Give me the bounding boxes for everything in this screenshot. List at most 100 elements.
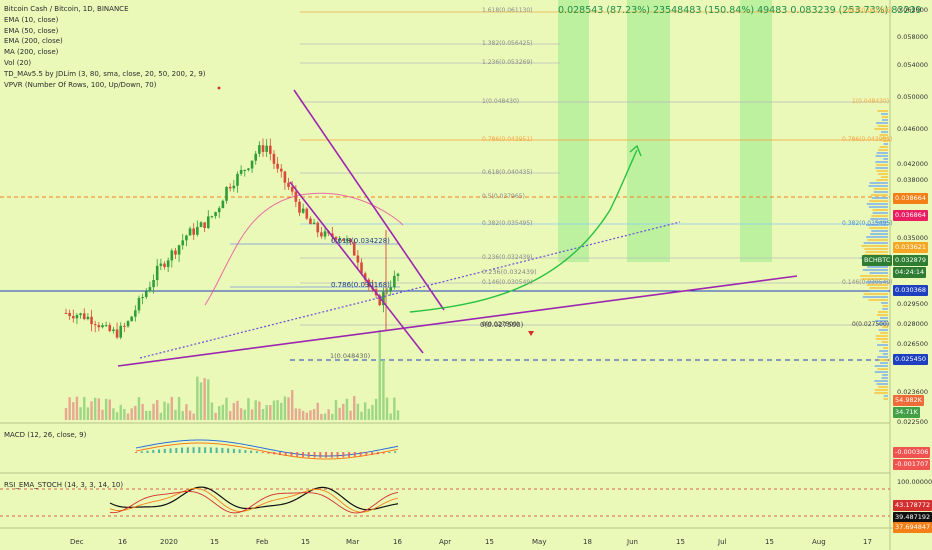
price-tick: 0.028000	[897, 320, 929, 328]
volume-profile-row	[881, 302, 888, 304]
volume-bar	[152, 403, 155, 420]
fib-mid-0: 0(0.027500)	[480, 321, 524, 329]
indicator-td-ma[interactable]: TD_MAv5.5 by JDLim (3, 80, sma, close, 2…	[4, 69, 206, 78]
indicator-vpvr[interactable]: VPVR (Number Of Rows, 100, Up/Down, 70)	[4, 80, 157, 89]
volume-profile-row	[863, 293, 888, 295]
volume-profile-row	[868, 185, 888, 187]
candle-body	[196, 226, 199, 235]
macd-histogram-bar	[267, 452, 270, 454]
rsi-title[interactable]: RSI_EMA_STOCH (14, 3, 3, 14, 10)	[4, 481, 124, 489]
macd-histogram-bar	[215, 447, 218, 453]
candle-body	[323, 231, 327, 237]
volume-bar	[130, 408, 133, 420]
volume-profile-row	[870, 218, 888, 220]
highlight-band-2	[627, 0, 670, 262]
volume-profile-row	[871, 197, 888, 199]
symbol-title[interactable]: Bitcoin Cash / Bitcoin, 1D, BINANCE	[4, 5, 129, 13]
volume-bar	[254, 400, 257, 420]
volume-bar	[210, 402, 214, 420]
support-price-badge-2: 0.025450	[893, 354, 929, 365]
volume-profile-row	[875, 335, 888, 337]
indicator-vol[interactable]: Vol (20)	[4, 58, 32, 67]
volume-profile-row	[883, 395, 888, 397]
volume-bar	[320, 413, 323, 420]
volume-profile-row	[875, 320, 888, 322]
volume-profile-row	[881, 116, 888, 118]
macd-histogram-bar	[192, 447, 195, 453]
rsi-badge-2: 39.487192	[893, 512, 932, 523]
fib-label-0: 0(0.027500)	[482, 321, 520, 328]
volume-profile-row	[876, 170, 888, 172]
indicator-ema200[interactable]: EMA (200, close)	[4, 37, 63, 46]
volume-bar	[342, 403, 345, 420]
volume-bar	[298, 408, 301, 420]
volume-bar	[331, 413, 334, 420]
volume-bar	[148, 410, 152, 420]
volume-bar	[101, 409, 104, 420]
volume-bar	[243, 409, 246, 420]
macd-histogram-bar	[135, 452, 137, 453]
volume-profile-row	[867, 266, 888, 268]
macd-histogram-bar	[140, 451, 143, 453]
volume-bar	[228, 411, 232, 420]
volume-bar	[188, 410, 192, 420]
candle-body	[305, 208, 309, 219]
volume-bar	[90, 401, 93, 420]
macd-badge-2: -0.001707	[893, 459, 931, 470]
macd-histogram-bar	[238, 449, 241, 453]
volume-bar	[214, 412, 217, 420]
indicator-ma200[interactable]: MA (200, close)	[4, 48, 59, 57]
volume-bar	[265, 405, 268, 420]
rsi-line	[109, 488, 399, 513]
volume-profile-row	[879, 146, 888, 148]
volume-profile-row	[874, 380, 888, 382]
volume-profile-row	[860, 275, 888, 277]
volume-bar	[356, 403, 360, 420]
volume-profile-row	[881, 341, 888, 343]
candle-body	[352, 242, 356, 256]
candle-body	[64, 312, 68, 314]
candle-body	[97, 325, 101, 328]
candle-body	[378, 295, 382, 306]
price-tick: 0.062000	[897, 6, 929, 14]
macd-histogram-bar	[353, 452, 356, 457]
macd-histogram-bar	[146, 450, 149, 453]
candle-body	[294, 191, 298, 202]
volume-bar	[159, 412, 163, 420]
volume-bar	[64, 408, 68, 420]
volume-profile-row	[876, 152, 888, 154]
volume-bar	[276, 400, 279, 420]
current-price-badge: 0.032879	[893, 255, 929, 266]
volume-profile-row	[876, 164, 888, 166]
volume-profile-row	[883, 398, 888, 400]
volume-bar	[123, 408, 126, 420]
volume-profile-row	[872, 209, 888, 211]
volume-bar	[170, 396, 174, 420]
volume-profile-row	[875, 161, 888, 163]
red-arrow-icon	[528, 331, 534, 336]
indicator-ema50[interactable]: EMA (50, close)	[4, 26, 59, 35]
volume-profile-row	[876, 383, 888, 385]
volume-bar	[79, 407, 82, 420]
fib-label-1236: 1.236(0.053269)	[482, 59, 533, 66]
volume-profile-row	[869, 182, 888, 184]
fib-right-1: 1(0.048430)	[852, 98, 890, 105]
volume-bar	[287, 397, 290, 420]
candle-body	[192, 228, 195, 235]
volume-profile-row	[866, 284, 888, 286]
volume-bar	[327, 409, 330, 420]
indicator-ema10[interactable]: EMA (10, close)	[4, 15, 59, 24]
candle-body	[301, 208, 305, 213]
macd-histogram-bar	[371, 452, 374, 455]
volume-profile-row	[881, 377, 888, 379]
volume-profile-row	[873, 191, 888, 193]
volume-bar	[185, 404, 188, 420]
volume-bar	[280, 402, 283, 420]
candle-body	[177, 245, 181, 255]
candle-body	[312, 222, 316, 225]
volume-bar	[363, 402, 367, 420]
macd-signal-line	[135, 442, 399, 460]
volume-profile-row	[880, 176, 888, 178]
macd-title[interactable]: MACD (12, 26, close, 9)	[4, 431, 87, 439]
